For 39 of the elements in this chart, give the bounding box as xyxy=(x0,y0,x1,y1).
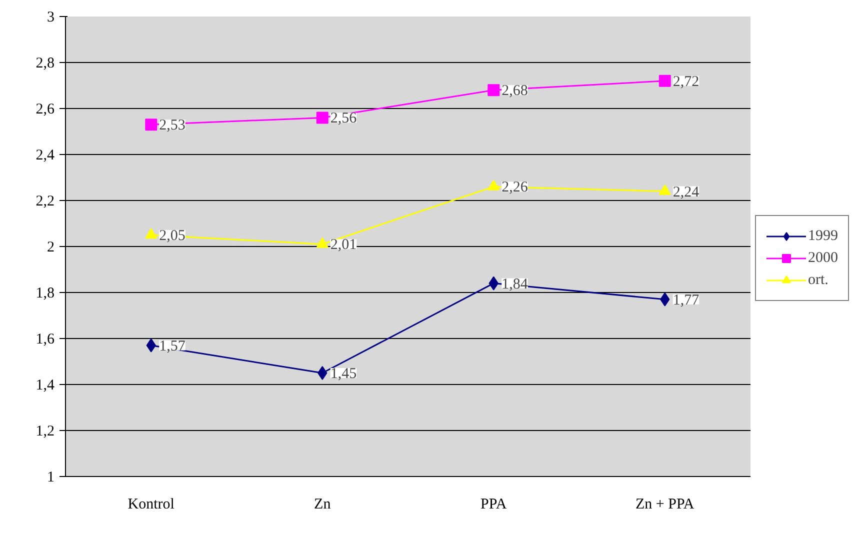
y-tick-label: 3 xyxy=(47,10,54,26)
point xyxy=(318,366,328,380)
data-label: 2,26 xyxy=(502,180,528,196)
data-label: 1,77 xyxy=(672,292,700,308)
y-tick-label: 2 xyxy=(47,240,54,256)
data-label: 2,72 xyxy=(672,74,700,90)
x-tick-label: PPA xyxy=(480,496,507,512)
data-label: 2,53 xyxy=(159,118,186,134)
point xyxy=(316,112,328,124)
point xyxy=(658,184,671,195)
point xyxy=(658,74,671,87)
point xyxy=(316,237,328,248)
data-label: 2,68 xyxy=(502,83,528,100)
legend-label: ort. xyxy=(808,272,828,288)
legend-label: 1999 xyxy=(808,228,838,244)
data-label: 2,01 xyxy=(330,237,357,254)
y-tick-label: 1,2 xyxy=(36,424,54,440)
point xyxy=(145,228,158,239)
data-label: 1,57 xyxy=(159,338,186,354)
legend-label: 2000 xyxy=(808,250,838,266)
y-tick-label: 2,6 xyxy=(36,102,55,118)
data-label: 1,84 xyxy=(502,276,528,292)
point xyxy=(145,118,158,131)
point xyxy=(488,84,500,96)
y-tick-label: 1,6 xyxy=(36,332,55,348)
x-tick-label: Kontrol xyxy=(128,496,174,512)
data-label: 2,24 xyxy=(672,184,700,200)
y-tick-label: 2,8 xyxy=(36,56,54,72)
y-tick-label: 2,4 xyxy=(36,148,55,164)
y-tick-label: 1,4 xyxy=(36,378,55,394)
data-label: 2,05 xyxy=(159,228,186,244)
y-tick-label: 2,2 xyxy=(36,194,54,210)
data-label: 1,45 xyxy=(330,366,357,382)
data-label: 2,56 xyxy=(330,110,358,127)
point xyxy=(488,180,500,190)
x-tick-label: Zn + PPA xyxy=(635,496,694,512)
y-tick-label: 1 xyxy=(47,470,54,486)
y-tick-label: 1,8 xyxy=(36,286,54,302)
x-tick-label: Zn xyxy=(314,496,332,512)
